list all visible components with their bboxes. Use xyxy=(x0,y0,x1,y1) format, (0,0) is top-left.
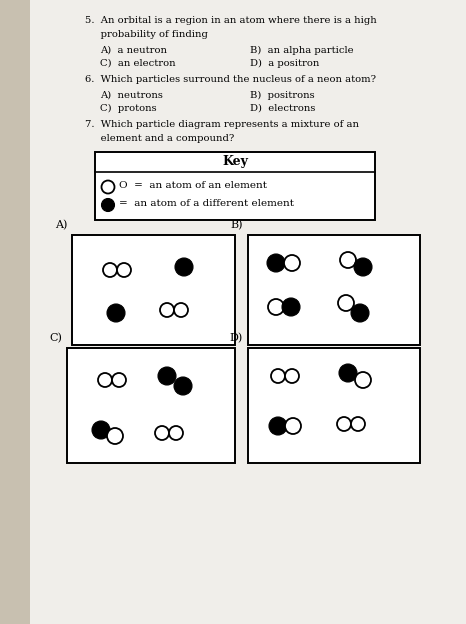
Text: C)  an electron: C) an electron xyxy=(100,59,176,68)
Text: D): D) xyxy=(230,333,243,343)
Circle shape xyxy=(355,372,371,388)
FancyBboxPatch shape xyxy=(30,0,466,624)
Text: element and a compound?: element and a compound? xyxy=(85,134,234,143)
Circle shape xyxy=(160,303,174,317)
Circle shape xyxy=(103,263,117,277)
Text: O  =  an atom of an element: O = an atom of an element xyxy=(119,180,267,190)
Circle shape xyxy=(285,418,301,434)
FancyBboxPatch shape xyxy=(67,348,235,463)
Circle shape xyxy=(112,373,126,387)
Text: =  an atom of a different element: = an atom of a different element xyxy=(119,198,294,208)
FancyBboxPatch shape xyxy=(72,235,235,345)
Text: Key: Key xyxy=(222,155,248,168)
Circle shape xyxy=(285,369,299,383)
Circle shape xyxy=(117,263,131,277)
Circle shape xyxy=(174,377,192,395)
FancyBboxPatch shape xyxy=(248,348,420,463)
Circle shape xyxy=(338,295,354,311)
Circle shape xyxy=(98,373,112,387)
Circle shape xyxy=(282,298,300,316)
FancyBboxPatch shape xyxy=(248,235,420,345)
Circle shape xyxy=(351,417,365,431)
Text: D)  electrons: D) electrons xyxy=(250,104,315,113)
Text: probability of finding: probability of finding xyxy=(85,30,208,39)
Circle shape xyxy=(268,299,284,315)
Circle shape xyxy=(175,258,193,276)
Circle shape xyxy=(337,417,351,431)
Circle shape xyxy=(107,428,123,444)
Circle shape xyxy=(354,258,372,276)
Text: 7.  Which particle diagram represents a mixture of an: 7. Which particle diagram represents a m… xyxy=(85,120,359,129)
Circle shape xyxy=(92,421,110,439)
Circle shape xyxy=(158,367,176,385)
Text: B)  positrons: B) positrons xyxy=(250,91,315,100)
Text: B): B) xyxy=(231,220,243,230)
Text: A)  a neutron: A) a neutron xyxy=(100,46,167,55)
Circle shape xyxy=(284,255,300,271)
Circle shape xyxy=(271,369,285,383)
Text: 6.  Which particles surround the nucleus of a neon atom?: 6. Which particles surround the nucleus … xyxy=(85,75,376,84)
Text: C)  protons: C) protons xyxy=(100,104,157,113)
Circle shape xyxy=(267,254,285,272)
Circle shape xyxy=(107,304,125,322)
Circle shape xyxy=(351,304,369,322)
Text: A)  neutrons: A) neutrons xyxy=(100,91,163,100)
Text: 5.  An orbital is a region in an atom where there is a high: 5. An orbital is a region in an atom whe… xyxy=(85,16,377,25)
Circle shape xyxy=(102,198,115,212)
Circle shape xyxy=(102,180,115,193)
Circle shape xyxy=(269,417,287,435)
Circle shape xyxy=(155,426,169,440)
Circle shape xyxy=(174,303,188,317)
Circle shape xyxy=(340,252,356,268)
Circle shape xyxy=(169,426,183,440)
Circle shape xyxy=(339,364,357,382)
Text: D)  a positron: D) a positron xyxy=(250,59,319,68)
FancyBboxPatch shape xyxy=(95,152,375,220)
Text: B)  an alpha particle: B) an alpha particle xyxy=(250,46,354,55)
Text: C): C) xyxy=(49,333,62,343)
Text: A): A) xyxy=(55,220,67,230)
